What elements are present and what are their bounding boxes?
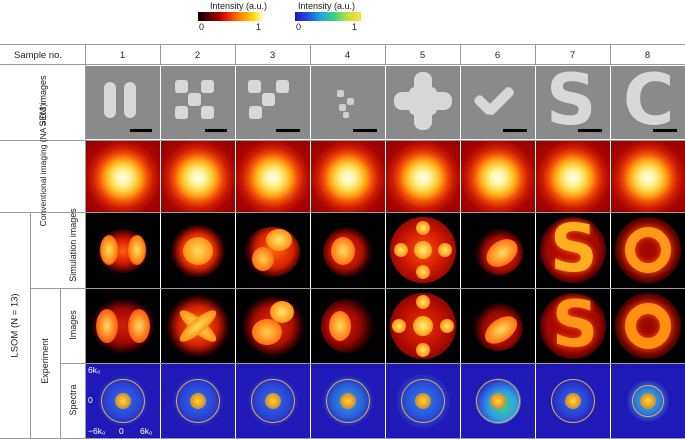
row-label-simulation-text: Simulation images <box>68 208 78 282</box>
conventional-image-5 <box>386 141 460 212</box>
experiment-image-6 <box>461 289 535 363</box>
colorbar-spectral-min: 0 <box>296 22 302 32</box>
row-label-conventional-text: Conventional imaging (NA = 0.3) <box>38 103 48 227</box>
simulation-image-5 <box>386 213 460 288</box>
column-number-1: 1 <box>119 50 126 61</box>
spectra-image-2 <box>161 364 235 438</box>
spectra-axis-x-left: −6k₀ <box>88 426 106 436</box>
column-number-2: 2 <box>194 50 201 61</box>
simulation-image-4 <box>311 213 385 288</box>
experiment-image-7: S <box>536 289 610 363</box>
scale-bar <box>653 129 677 132</box>
spectra-axis-x-mid: 0 <box>119 426 124 436</box>
conventional-image-1 <box>86 141 160 212</box>
grid-vline-label <box>85 44 86 438</box>
grid-vline-exp <box>60 288 61 438</box>
grid-vline-c3 <box>235 44 236 64</box>
conventional-image-3 <box>236 141 310 212</box>
letter-s-shape: S <box>546 66 597 139</box>
spectra-axis-y-mid: 0 <box>88 395 93 405</box>
row-label-images: Images <box>68 310 78 340</box>
sem-image-6 <box>461 66 535 139</box>
grid-vline-c2 <box>160 44 161 64</box>
scale-bar <box>578 129 602 132</box>
conventional-image-2 <box>161 141 235 212</box>
spectra-image-5 <box>386 364 460 438</box>
simulation-image-7: S <box>536 213 610 288</box>
spectra-image-3 <box>236 364 310 438</box>
colorbar-hot-title: Intensity (a.u.) <box>210 1 268 11</box>
simulation-image-8 <box>611 213 685 288</box>
simulation-image-6 <box>461 213 535 288</box>
sem-image-4 <box>311 66 385 139</box>
simulation-s-shape: S <box>550 213 598 287</box>
grid-vline-c4 <box>310 44 311 64</box>
letter-c-shape: C <box>623 66 675 139</box>
grid-line-conv <box>0 212 685 213</box>
scale-bar <box>503 129 527 132</box>
grid-vline-c8 <box>610 44 611 64</box>
experiment-s-shape: S <box>552 289 599 362</box>
spectra-image-6 <box>461 364 535 438</box>
grid-vline-c6 <box>460 44 461 64</box>
scale-bar <box>130 129 152 132</box>
column-number-8: 8 <box>644 50 651 61</box>
row-label-spectra: Spectra <box>68 384 78 416</box>
column-number-4: 4 <box>344 50 351 61</box>
sem-image-8: C <box>611 66 685 139</box>
row-label-conventional: Conventional imaging (NA = 0.3) <box>38 100 48 230</box>
grid-vline-lsom <box>30 212 31 438</box>
grid-line-img <box>60 363 685 364</box>
colorbar-hot-max: 1 <box>256 22 262 32</box>
conventional-image-6 <box>461 141 535 212</box>
sem-image-3 <box>236 66 310 139</box>
sem-image-2 <box>161 66 235 139</box>
column-number-7: 7 <box>569 50 576 61</box>
row-label-lsom: LSOM (N = 13) <box>9 293 21 358</box>
colorbar-spectral-title: Intensity (a.u.) <box>298 1 356 11</box>
scale-bar <box>353 129 377 132</box>
grid-line-sim <box>30 288 685 289</box>
colorbar-spectral-max: 1 <box>352 22 358 32</box>
experiment-image-3 <box>236 289 310 363</box>
row-label-simulation: Simulation images <box>68 195 78 295</box>
column-number-5: 5 <box>419 50 426 61</box>
spectra-image-8 <box>611 364 685 438</box>
row-label-experiment: Experiment <box>40 338 50 384</box>
spectra-image-1 <box>86 364 160 438</box>
spectra-image-4 <box>311 364 385 438</box>
scale-bar <box>205 129 227 132</box>
spectra-image-7 <box>536 364 610 438</box>
grid-line-header <box>0 64 685 65</box>
colorbar-hot <box>198 12 264 21</box>
grid-line-sem <box>0 140 685 141</box>
experiment-image-2 <box>161 289 235 363</box>
sem-image-5 <box>386 66 460 139</box>
column-number-3: 3 <box>269 50 276 61</box>
conventional-image-8 <box>611 141 685 212</box>
simulation-image-2 <box>161 213 235 288</box>
sem-image-1 <box>86 66 160 139</box>
simulation-image-3 <box>236 213 310 288</box>
colorbar-hot-min: 0 <box>199 22 205 32</box>
conventional-image-4 <box>311 141 385 212</box>
conventional-image-7 <box>536 141 610 212</box>
colorbar-spectral <box>295 12 361 21</box>
grid-line-top <box>0 44 685 45</box>
experiment-image-1 <box>86 289 160 363</box>
spectra-axis-y-top: 6k₀ <box>88 365 101 375</box>
grid-vline-c5 <box>385 44 386 64</box>
experiment-image-5 <box>386 289 460 363</box>
sample-no-label: Sample no. <box>14 50 63 61</box>
experiment-image-8 <box>611 289 685 363</box>
spectra-axis-x-right: 6k₀ <box>140 426 153 436</box>
grid-vline-c7 <box>535 44 536 64</box>
simulation-image-1 <box>86 213 160 288</box>
column-number-6: 6 <box>494 50 501 61</box>
sem-image-7: S <box>536 66 610 139</box>
experiment-image-4 <box>311 289 385 363</box>
scale-bar <box>276 129 300 132</box>
